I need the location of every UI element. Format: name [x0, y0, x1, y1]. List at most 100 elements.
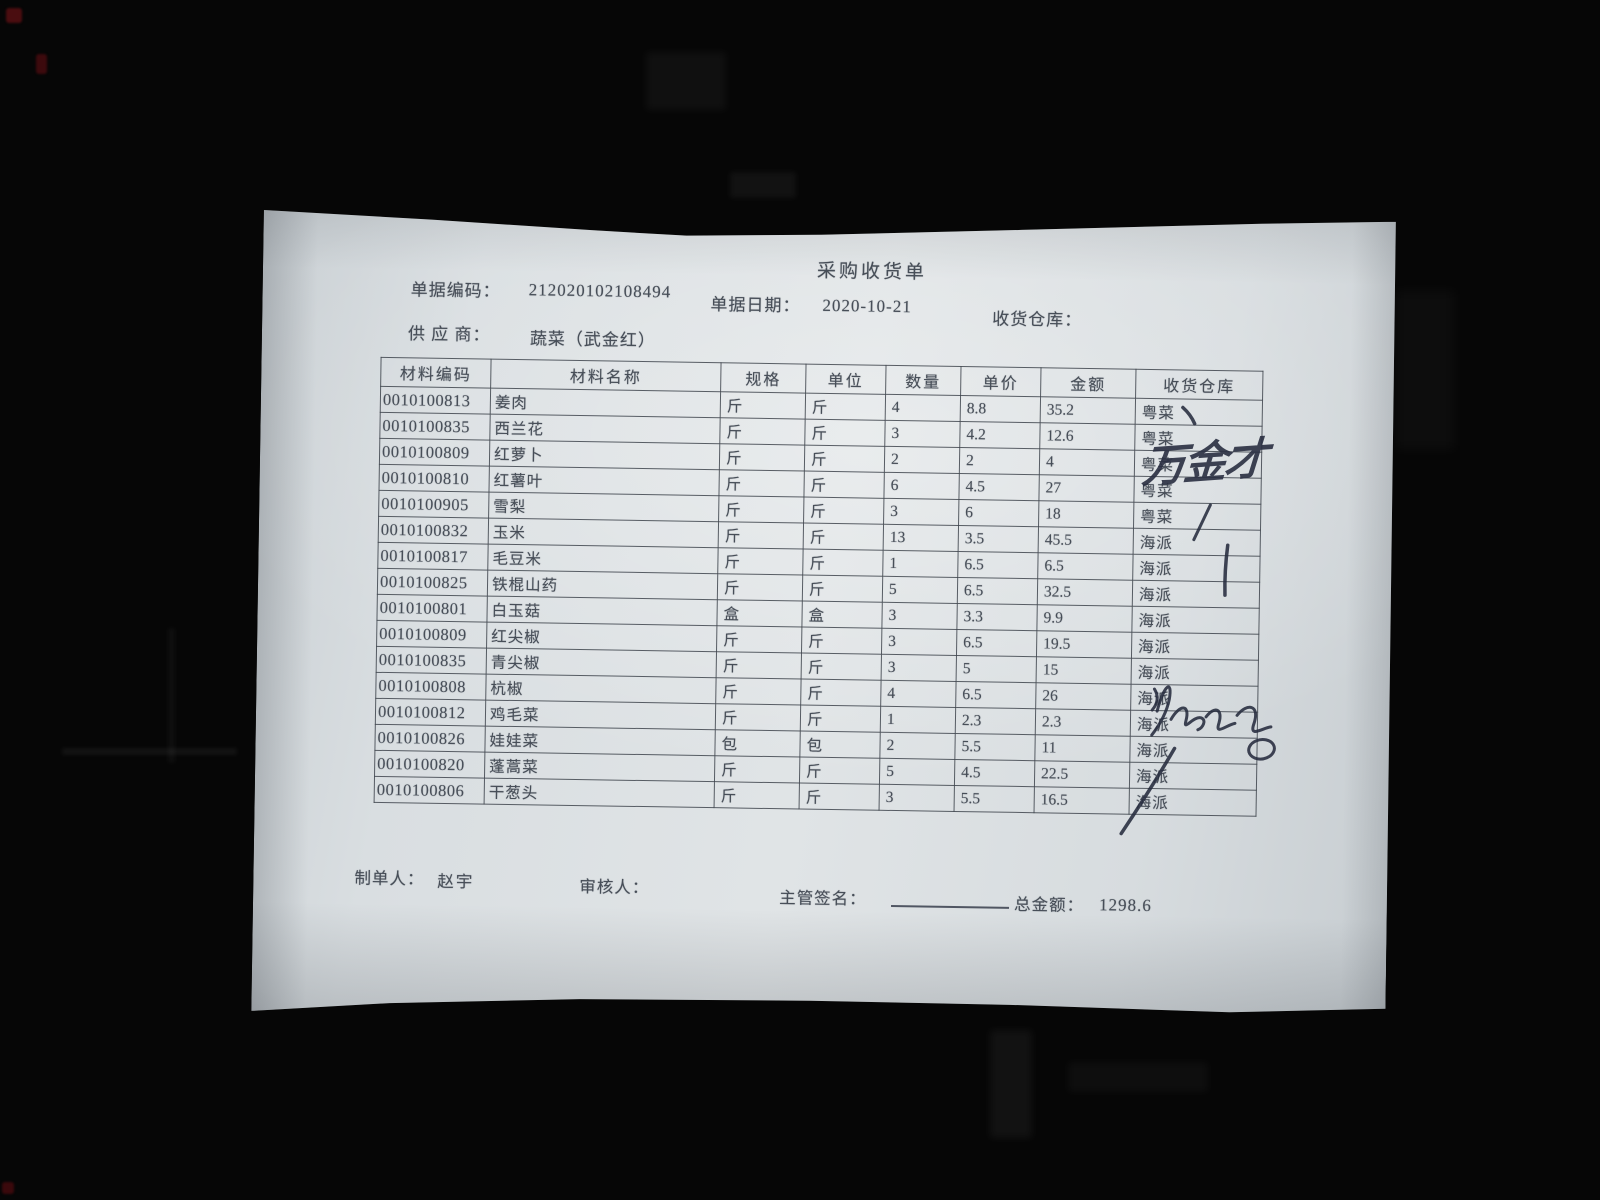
table-cell: 斤 — [719, 496, 804, 523]
table-cell: 6.5 — [956, 629, 1036, 656]
doc-code-label: 单据编码： — [410, 280, 501, 301]
table-cell: 0010100801 — [377, 594, 487, 622]
red-speck — [36, 54, 47, 74]
table-cell: 斤 — [804, 497, 884, 524]
table-cell: 斤 — [720, 392, 805, 419]
table-cell: 0010100808 — [376, 672, 486, 700]
table-cell: 斤 — [805, 393, 885, 420]
reviewer-label: 审核人： — [579, 877, 650, 898]
table-cell: 红薯叶 — [489, 466, 719, 496]
table-cell: 斤 — [801, 679, 881, 706]
table-cell: 2.3 — [955, 707, 1035, 734]
table-cell: 19.5 — [1036, 631, 1131, 658]
table-cell: 盒 — [802, 601, 882, 628]
table-cell: 0010100905 — [379, 490, 489, 518]
table-cell: 粤菜 — [1135, 398, 1262, 426]
background-smudge — [168, 628, 175, 763]
table-cell: 26 — [1036, 683, 1131, 710]
table-cell: 1 — [880, 706, 955, 733]
red-speck — [6, 8, 22, 23]
table-cell: 6.5 — [957, 577, 1037, 604]
column-header: 收货仓库 — [1136, 369, 1263, 400]
column-header: 单位 — [806, 364, 886, 394]
table-cell: 鸡毛菜 — [485, 700, 715, 730]
table-cell: 5.5 — [955, 733, 1035, 760]
background-smudge — [730, 172, 796, 198]
table-cell: 5.5 — [954, 785, 1034, 812]
doc-date-value: 2020-10-21 — [822, 295, 912, 317]
manager-sign-label: 主管签名： — [779, 888, 867, 909]
table-cell: 白玉菇 — [487, 596, 717, 626]
table-cell: 斤 — [803, 523, 883, 550]
table-cell: 斤 — [715, 704, 800, 731]
table-cell: 粤菜 — [1133, 502, 1260, 530]
table-cell: 3 — [885, 420, 960, 447]
table-cell: 32.5 — [1037, 579, 1132, 606]
table-cell: 斤 — [716, 652, 801, 679]
table-cell: 0010100817 — [378, 542, 488, 570]
warehouse-label: 收货仓库： — [992, 309, 1083, 330]
preparer-value: 赵宇 — [437, 871, 475, 892]
document-title: 采购收货单 — [816, 260, 928, 284]
table-cell: 斤 — [718, 522, 803, 549]
table-cell: 斤 — [714, 756, 799, 783]
table-cell: 雪梨 — [489, 492, 719, 522]
table-cell: 海派 — [1131, 684, 1258, 712]
table-cell: 0010100813 — [380, 386, 490, 414]
handwritten-name: 万金才 — [1140, 434, 1267, 493]
background-smudge — [1068, 1062, 1208, 1092]
table-cell: 3 — [882, 602, 957, 629]
table-cell: 4.5 — [954, 759, 1034, 786]
table-cell: 5 — [956, 655, 1036, 682]
table-cell: 8.8 — [960, 395, 1040, 422]
table-cell: 西兰花 — [490, 414, 720, 444]
table-cell: 海派 — [1131, 658, 1258, 686]
doc-code-value: 212020102108494 — [528, 280, 672, 302]
table-cell: 海派 — [1133, 528, 1260, 556]
column-header: 材料编码 — [381, 357, 491, 388]
table-cell: 16.5 — [1034, 787, 1129, 814]
table-cell: 22.5 — [1034, 761, 1129, 788]
table-cell: 1 — [883, 550, 958, 577]
column-header: 金额 — [1041, 368, 1136, 398]
table-cell: 18 — [1039, 501, 1134, 528]
table-cell: 11 — [1035, 735, 1130, 762]
red-speck — [2, 1182, 14, 1194]
table-cell: 0010100835 — [380, 412, 490, 440]
table-cell: 6.5 — [956, 681, 1036, 708]
table-cell: 2.3 — [1035, 709, 1130, 736]
table-cell: 4.2 — [960, 421, 1040, 448]
items-tbody: 0010100813 姜肉斤斤 4 8.8 35.2 粤菜 0010100835 西兰花斤斤 3… — [374, 386, 1262, 816]
table-cell: 3.3 — [957, 603, 1037, 630]
total-label: 总金额： — [1013, 894, 1085, 915]
table-cell: 0010100809 — [377, 620, 487, 648]
table-cell: 斤 — [717, 626, 802, 653]
table-cell: 斤 — [716, 678, 801, 705]
table-cell: 铁棍山药 — [487, 570, 717, 600]
table-cell: 姜肉 — [490, 388, 720, 418]
table-cell: 斤 — [804, 471, 884, 498]
table-cell: 35.2 — [1040, 397, 1135, 424]
table-cell: 海派 — [1130, 710, 1257, 738]
table-cell: 6.5 — [1038, 553, 1133, 580]
table-cell: 4 — [1039, 449, 1134, 476]
table-cell: 斤 — [717, 574, 802, 601]
table-cell: 0010100810 — [379, 464, 489, 492]
table-cell: 海派 — [1132, 580, 1259, 608]
table-cell: 6 — [959, 499, 1039, 526]
signature-underline — [891, 889, 1009, 909]
table-cell: 斤 — [719, 444, 804, 471]
table-cell: 3 — [884, 498, 959, 525]
table-cell: 0010100826 — [375, 724, 485, 752]
supplier-value: 蔬菜（武金红） — [529, 329, 657, 351]
table-cell: 45.5 — [1038, 527, 1133, 554]
table-cell: 0010100806 — [374, 776, 484, 804]
table-cell: 4.5 — [959, 473, 1039, 500]
table-cell: 3 — [881, 654, 956, 681]
table-cell: 3 — [879, 784, 954, 811]
table-cell: 2 — [959, 447, 1039, 474]
doc-date-label: 单据日期： — [710, 295, 801, 316]
table-cell: 斤 — [714, 782, 799, 809]
table-cell: 15 — [1036, 657, 1131, 684]
